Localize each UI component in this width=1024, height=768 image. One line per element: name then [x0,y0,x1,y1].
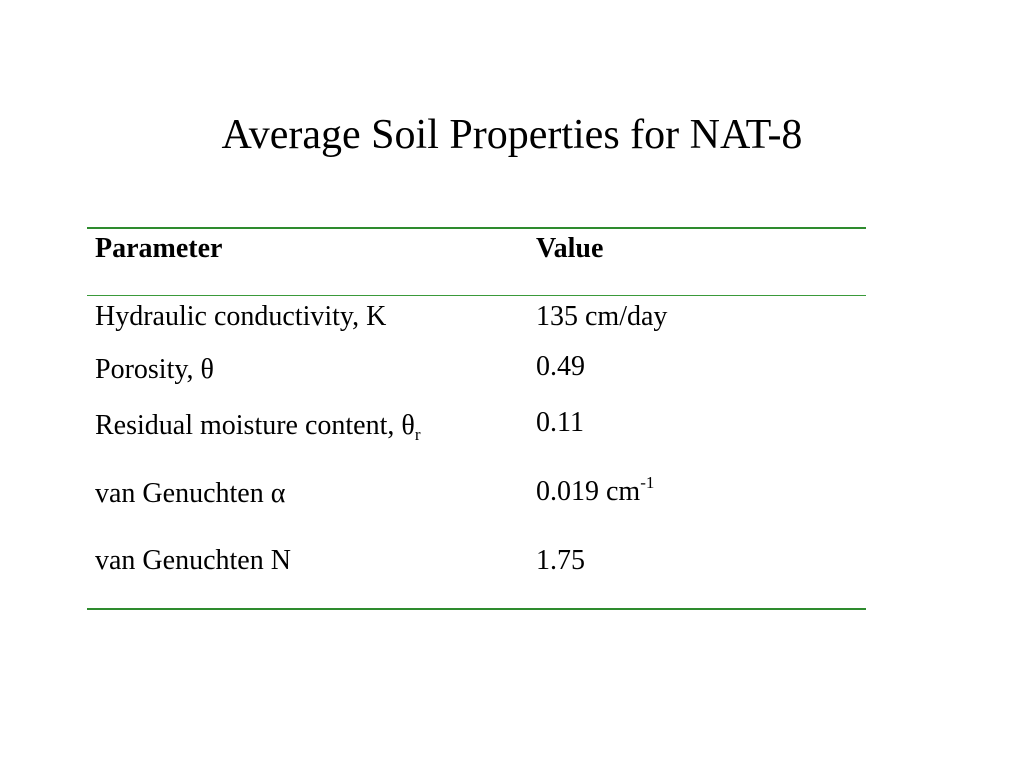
theta-subscript: r [414,425,421,444]
row-van-genuchten-alpha-parameter: van Genuchten α [95,478,286,509]
header-parameter: Parameter [95,233,223,264]
table-header-rule [87,295,866,296]
header-value: Value [536,233,604,264]
row-van-genuchten-n-value: 1.75 [536,545,585,576]
alpha-value-text: 0.019 cm [536,476,641,507]
row-residual-moisture-parameter: Residual moisture content, θr [95,410,421,444]
table-top-rule [87,227,866,229]
row-porosity-parameter: Porosity, θ [95,354,214,385]
slide-title: Average Soil Properties for NAT-8 [221,112,803,158]
row-van-genuchten-n-parameter: van Genuchten N [95,545,291,576]
row-residual-moisture-label: Residual moisture content, θ [95,410,415,441]
row-porosity-value: 0.49 [536,351,585,382]
row-residual-moisture-value: 0.11 [536,407,584,438]
table-bottom-rule [87,608,866,610]
row-hydraulic-conductivity-parameter: Hydraulic conductivity, K [95,301,387,332]
row-van-genuchten-alpha-value: 0.019 cm-1 [536,473,655,508]
alpha-unit-exponent: -1 [640,473,655,492]
row-hydraulic-conductivity-value: 135 cm/day [536,301,668,332]
